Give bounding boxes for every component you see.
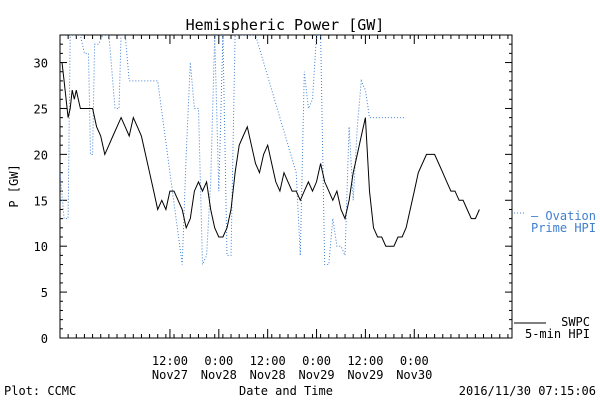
- x-tick-label-time: 0:00: [302, 354, 331, 368]
- x-tick-label-date: Nov27: [152, 368, 188, 382]
- y-axis: 0 5 10 15 20 25 30: [34, 34, 512, 346]
- plot-credit: Plot: CCMC: [4, 384, 76, 398]
- plot-area: [59, 34, 513, 339]
- legend-swpc-line2: 5-min HPI: [525, 327, 590, 341]
- y-tick-label: 0: [41, 332, 48, 346]
- x-tick-label-time: 12:00: [152, 354, 188, 368]
- x-tick-label-date: Nov28: [201, 368, 237, 382]
- series-swpc-5-min-hpi: [60, 62, 480, 247]
- chart-title: Hemispheric Power [GW]: [186, 16, 385, 34]
- y-tick-label: 15: [34, 194, 48, 208]
- x-axis-label: Date and Time: [239, 384, 333, 398]
- x-tick-label-date: Nov30: [396, 368, 432, 382]
- y-tick-label: 10: [34, 240, 48, 254]
- series-layer: [60, 35, 480, 265]
- y-tick-label: 5: [41, 286, 48, 300]
- y-tick-label: 20: [34, 148, 48, 162]
- y-tick-label: 25: [34, 102, 48, 116]
- legend-ovation-line1: — Ovation: [531, 209, 596, 223]
- x-tick-label-time: 12:00: [250, 354, 286, 368]
- series-ovation-prime-hpi: [60, 35, 407, 265]
- x-axis: 12:00Nov270:00Nov2812:00Nov280:00Nov2912…: [59, 35, 509, 382]
- x-tick-label-date: Nov29: [298, 368, 334, 382]
- legend-ovation-line2: Prime HPI: [531, 221, 596, 235]
- plot-timestamp: 2016/11/30 07:15:06: [459, 384, 596, 398]
- plot-frame: [59, 34, 513, 339]
- x-tick-label-time: 0:00: [400, 354, 429, 368]
- x-tick-label-time: 0:00: [204, 354, 233, 368]
- legend-swpc-line1: SWPC: [561, 315, 590, 329]
- x-tick-label-time: 12:00: [347, 354, 383, 368]
- x-tick-label-date: Nov29: [347, 368, 383, 382]
- legend: — Ovation Prime HPI SWPC 5-min HPI: [514, 209, 596, 341]
- y-tick-label: 30: [34, 57, 48, 71]
- x-tick-label-date: Nov28: [250, 368, 286, 382]
- y-axis-label: P [GW]: [7, 164, 21, 207]
